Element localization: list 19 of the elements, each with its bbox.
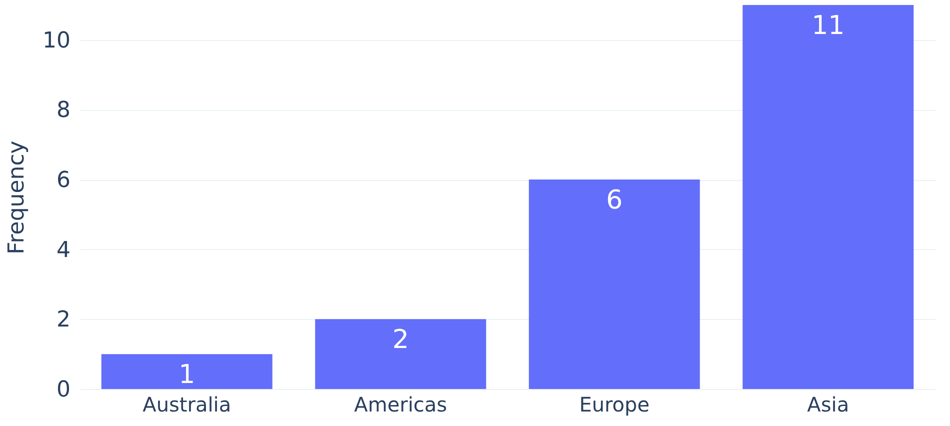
y-tick-label: 10 xyxy=(42,28,70,54)
data-label: 11 xyxy=(812,11,845,41)
y-axis-title: Frequency xyxy=(4,140,30,254)
bar xyxy=(315,319,486,389)
x-tick-label: Asia xyxy=(807,392,850,416)
data-label: 1 xyxy=(178,360,196,390)
bar xyxy=(528,180,700,389)
y-tick-label: 2 xyxy=(56,308,70,333)
x-tick-label: Europe xyxy=(579,392,650,416)
data-label: 2 xyxy=(392,325,409,356)
data-label: 6 xyxy=(606,186,623,216)
bar xyxy=(742,5,914,389)
x-tick-label: Australia xyxy=(142,392,232,416)
bar xyxy=(101,354,272,389)
y-tick-label: 8 xyxy=(56,98,70,124)
y-tick-label: 4 xyxy=(56,238,70,263)
y-tick-label: 6 xyxy=(56,168,70,194)
y-tick-label: 0 xyxy=(56,378,70,402)
x-tick-label: Americas xyxy=(354,392,448,416)
